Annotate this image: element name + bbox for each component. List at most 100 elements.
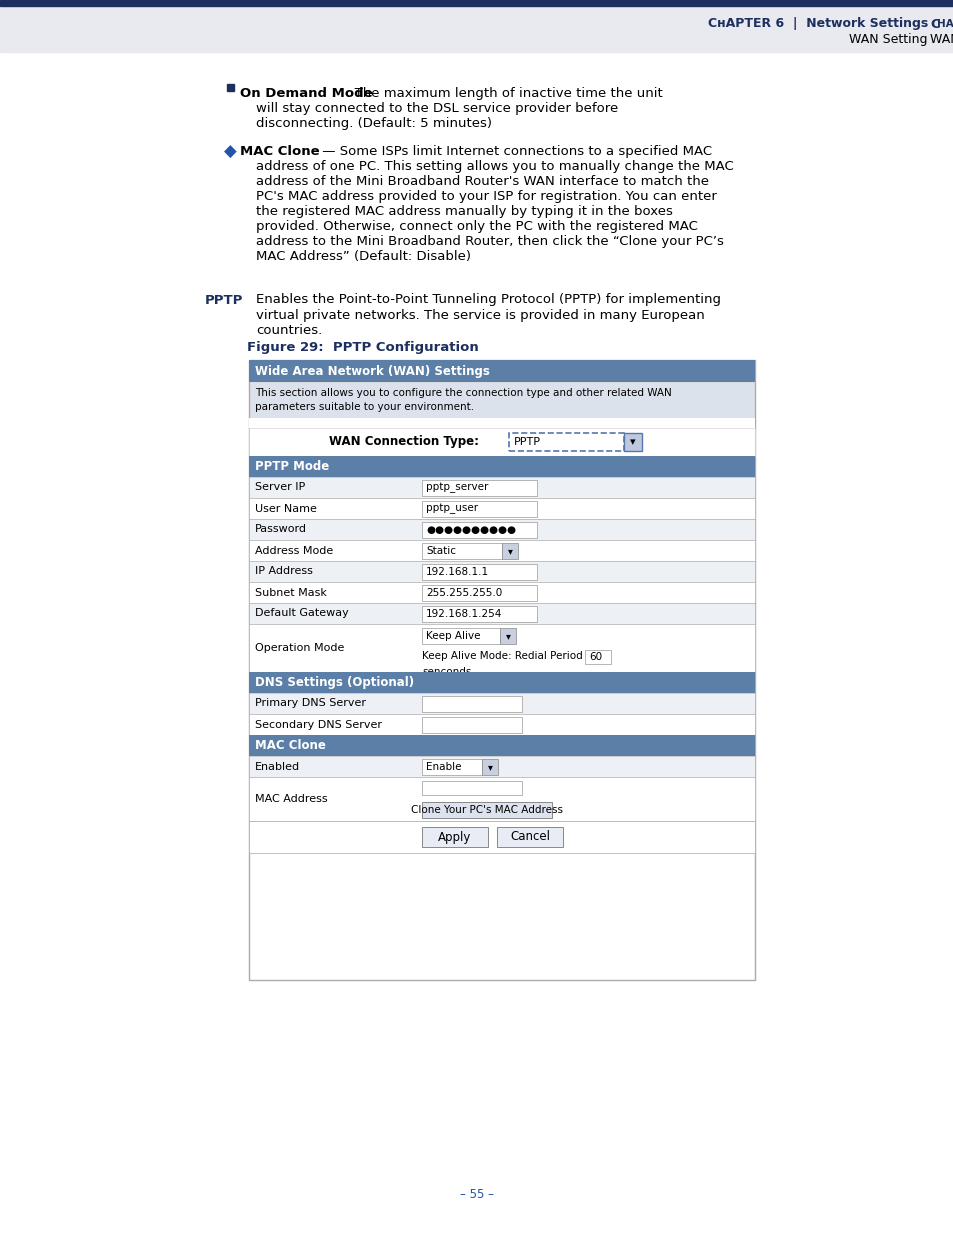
Text: MAC Address” (Default: Disable): MAC Address” (Default: Disable): [255, 249, 471, 263]
Text: On Demand Mode: On Demand Mode: [240, 86, 373, 100]
Bar: [0, 6, 953, 52]
Text: Apply: Apply: [437, 830, 471, 844]
Bar: [0, 0, 953, 6]
Text: HAPTER: HAPTER: [936, 19, 953, 28]
Text: Operation Mode: Operation Mode: [254, 643, 344, 653]
Text: Enabled: Enabled: [254, 762, 300, 772]
Bar: [249, 519, 754, 540]
Text: WAN Setting: WAN Setting: [848, 33, 927, 47]
Bar: [501, 543, 517, 559]
Text: 192.168.1.254: 192.168.1.254: [426, 609, 502, 619]
Bar: [249, 359, 754, 382]
Text: Clone Your PC's MAC Address: Clone Your PC's MAC Address: [411, 805, 562, 815]
Bar: [421, 606, 537, 622]
Text: Static: Static: [426, 546, 456, 556]
Text: — Some ISPs limit Internet connections to a specified MAC: — Some ISPs limit Internet connections t…: [317, 144, 711, 158]
Text: countries.: countries.: [255, 324, 322, 336]
Bar: [227, 84, 233, 91]
Bar: [249, 582, 754, 603]
Text: address of the Mini Broadband Router's WAN interface to match the: address of the Mini Broadband Router's W…: [255, 175, 708, 188]
Text: parameters suitable to your environment.: parameters suitable to your environment.: [254, 403, 474, 412]
Text: ◆: ◆: [223, 142, 236, 161]
Text: Wide Area Network (WAN) Settings: Wide Area Network (WAN) Settings: [254, 364, 489, 378]
Text: ●●●●●●●●●●: ●●●●●●●●●●: [426, 525, 516, 535]
Bar: [499, 629, 516, 643]
Text: Server IP: Server IP: [254, 483, 305, 493]
Bar: [249, 498, 754, 519]
Text: C: C: [929, 17, 939, 31]
Text: : The maximum length of inactive time the unit: : The maximum length of inactive time th…: [346, 86, 662, 100]
Text: – 55 –: – 55 –: [459, 1188, 494, 1202]
Text: Keep Alive Mode: Redial Period: Keep Alive Mode: Redial Period: [421, 651, 582, 661]
Text: WAN Setting: WAN Setting: [929, 33, 953, 47]
Text: will stay connected to the DSL service provider before: will stay connected to the DSL service p…: [255, 103, 618, 115]
Bar: [421, 564, 537, 580]
Text: Keep Alive: Keep Alive: [426, 631, 480, 641]
Text: address of one PC. This setting allows you to manually change the MAC: address of one PC. This setting allows y…: [255, 161, 733, 173]
Bar: [249, 417, 754, 429]
Bar: [249, 477, 754, 498]
Text: DNS Settings (Optional): DNS Settings (Optional): [254, 676, 414, 689]
Text: MAC Clone: MAC Clone: [240, 144, 319, 158]
Bar: [421, 827, 488, 847]
Text: ▾: ▾: [487, 762, 492, 772]
Bar: [623, 433, 641, 451]
Text: senconds: senconds: [421, 667, 471, 677]
Text: provided. Otherwise, connect only the PC with the registered MAC: provided. Otherwise, connect only the PC…: [255, 220, 698, 233]
Text: PC's MAC address provided to your ISP for registration. You can enter: PC's MAC address provided to your ISP fo…: [255, 190, 716, 203]
Text: PPTP: PPTP: [205, 294, 243, 306]
Text: ▾: ▾: [630, 437, 635, 447]
Text: PPTP Mode: PPTP Mode: [254, 459, 329, 473]
Bar: [249, 540, 754, 561]
Bar: [421, 802, 552, 818]
Text: Subnet Mask: Subnet Mask: [254, 588, 327, 598]
Text: Secondary DNS Server: Secondary DNS Server: [254, 720, 381, 730]
Bar: [249, 603, 754, 624]
Text: 60: 60: [588, 652, 601, 662]
Text: pptp_server: pptp_server: [426, 483, 488, 493]
Bar: [249, 714, 754, 735]
Text: ▾: ▾: [507, 546, 512, 556]
Text: Enables the Point-to-Point Tunneling Protocol (PPTP) for implementing: Enables the Point-to-Point Tunneling Pro…: [255, 294, 720, 306]
Bar: [509, 433, 623, 451]
Bar: [421, 629, 499, 643]
Bar: [421, 543, 501, 559]
Text: pptp_user: pptp_user: [426, 504, 477, 514]
Text: virtual private networks. The service is provided in many European: virtual private networks. The service is…: [255, 309, 704, 321]
Bar: [249, 821, 754, 853]
Bar: [249, 756, 754, 777]
Text: the registered MAC address manually by typing it in the boxes: the registered MAC address manually by t…: [255, 205, 672, 219]
Bar: [249, 624, 754, 672]
Bar: [249, 672, 754, 693]
Text: Address Mode: Address Mode: [254, 546, 333, 556]
Text: 192.168.1.1: 192.168.1.1: [426, 567, 489, 577]
Text: User Name: User Name: [254, 504, 316, 514]
Text: Password: Password: [254, 525, 307, 535]
Bar: [584, 650, 610, 664]
Text: address to the Mini Broadband Router, then click the “Clone your PC’s: address to the Mini Broadband Router, th…: [255, 235, 723, 248]
Bar: [249, 777, 754, 821]
Text: CʜAPTER 6  |  Network Settings: CʜAPTER 6 | Network Settings: [707, 17, 927, 31]
Text: ▾: ▾: [505, 631, 510, 641]
Text: This section allows you to configure the connection type and other related WAN: This section allows you to configure the…: [254, 388, 671, 398]
Text: 255.255.255.0: 255.255.255.0: [426, 588, 501, 598]
Text: Enable: Enable: [426, 762, 461, 772]
Bar: [497, 827, 562, 847]
Bar: [249, 735, 754, 756]
Text: MAC Clone: MAC Clone: [254, 739, 326, 752]
Bar: [250, 382, 753, 417]
Bar: [249, 429, 754, 456]
Text: MAC Address: MAC Address: [254, 794, 327, 804]
Bar: [249, 561, 754, 582]
Bar: [421, 522, 537, 538]
Text: Cancel: Cancel: [510, 830, 550, 844]
Text: IP Address: IP Address: [254, 567, 313, 577]
Bar: [421, 697, 521, 713]
Text: Figure 29:  PPTP Configuration: Figure 29: PPTP Configuration: [247, 342, 478, 354]
Text: WAN Connection Type:: WAN Connection Type:: [329, 436, 478, 448]
Bar: [421, 501, 537, 517]
Bar: [421, 760, 481, 776]
Bar: [249, 456, 754, 477]
Bar: [481, 760, 497, 776]
Bar: [421, 585, 537, 601]
